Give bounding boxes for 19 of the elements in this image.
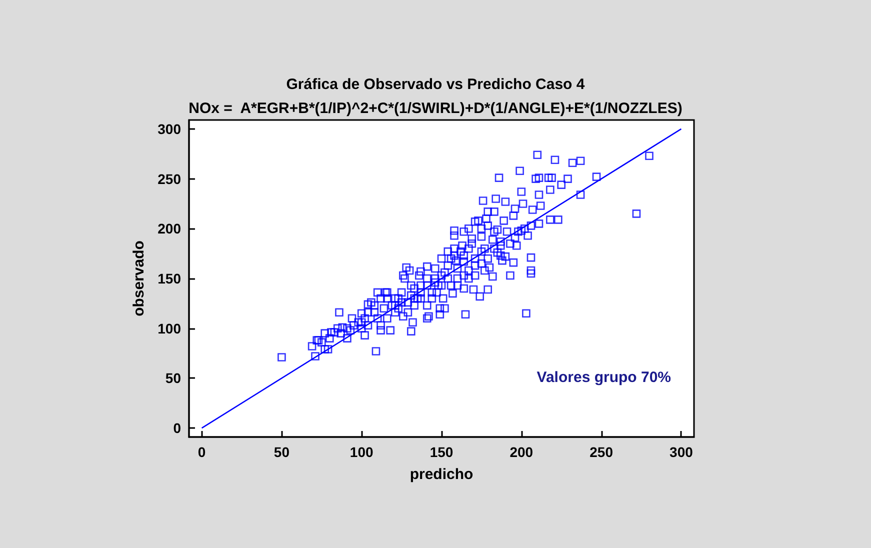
x-tick-label: 300 <box>670 444 694 460</box>
x-tick-label: 100 <box>350 444 374 460</box>
x-tick-label: 0 <box>198 444 206 460</box>
y-tick-label: 150 <box>158 270 182 286</box>
chart-title: Gráfica de Observado vs Predicho Caso 4 <box>286 76 586 93</box>
x-tick-label: 50 <box>274 444 290 460</box>
y-tick-label: 250 <box>158 170 182 187</box>
x-axis-title: predicho <box>410 466 474 483</box>
chart-subtitle: NOx = A*EGR+B*(1/IP)^2+C*(1/SWIRL)+D*(1/ANGLE)+E*(1/NOZZLES) <box>188 100 682 117</box>
annotation: Valores grupo 70% <box>536 369 671 386</box>
y-tick-label: 100 <box>158 320 182 336</box>
y-tick-label: 200 <box>158 220 182 237</box>
x-tick-label: 200 <box>510 444 534 460</box>
y-axis-title: observado <box>130 240 148 316</box>
x-tick-label: 250 <box>590 444 614 460</box>
y-tick-label: 50 <box>165 370 182 386</box>
y-tick-label: 300 <box>158 120 182 137</box>
x-tick-label: 150 <box>430 444 454 460</box>
y-tick-label: 0 <box>173 420 182 436</box>
